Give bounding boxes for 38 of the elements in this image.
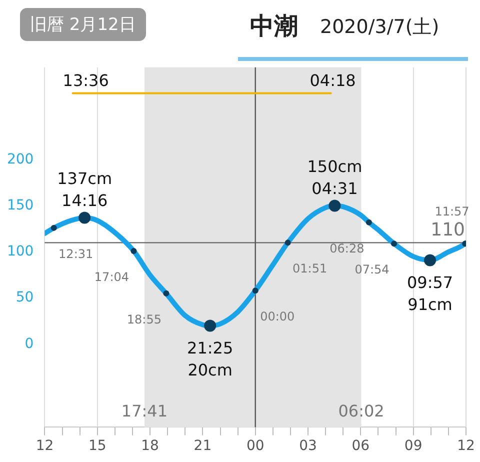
x-tick-label: 09 — [404, 438, 422, 454]
annotation: 17:04 — [94, 270, 130, 284]
x-tick-label: 00 — [246, 438, 264, 454]
y-tick-label: 100 — [6, 244, 34, 260]
y-tick-label: 0 — [24, 336, 34, 352]
text: 旧暦 2月12日 — [20, 8, 146, 41]
x-tick-label: 06 — [352, 438, 370, 454]
y-tick-label: 150 — [6, 197, 34, 214]
x-tick-label: 15 — [88, 438, 106, 454]
annotation: 13:36 — [62, 71, 109, 90]
annotation: 06:02 — [338, 402, 384, 421]
y-tick-label: 200 — [6, 151, 34, 168]
data-label: 150cm — [307, 156, 362, 176]
annotation: 09:57 — [406, 273, 454, 292]
x-tick-label: 12 — [457, 438, 475, 454]
x-tick-label: 03 — [299, 438, 317, 454]
annotation: 00:00 — [260, 310, 295, 324]
annotation: 12:31 — [58, 246, 94, 261]
chart-title: 中潮 — [250, 11, 298, 42]
x-tick-label: 18 — [141, 438, 159, 454]
annotation: 18:55 — [126, 312, 162, 326]
data-label: 137cm — [57, 168, 112, 188]
x-tick-label: 12 — [36, 438, 54, 454]
data-label: 20cm — [188, 360, 232, 380]
annotation: 07:54 — [354, 262, 390, 277]
annotation: 06:28 — [330, 241, 364, 256]
annotation: 04:18 — [310, 71, 356, 90]
data-label: 91cm — [408, 295, 452, 314]
annotation: 11:57 — [434, 204, 470, 219]
annotation: 21:25 — [187, 338, 234, 358]
chart-subtitle: 2020/3/7(土) — [320, 15, 440, 40]
annotation: 14:16 — [62, 190, 108, 210]
x-tick-label: 21 — [194, 438, 212, 454]
annotation: 17:41 — [121, 402, 168, 421]
annotation: 04:31 — [312, 178, 358, 198]
annotation: 01:51 — [292, 262, 328, 276]
ref-line-label: 110 — [430, 219, 465, 240]
y-tick-label: 50 — [16, 290, 34, 306]
